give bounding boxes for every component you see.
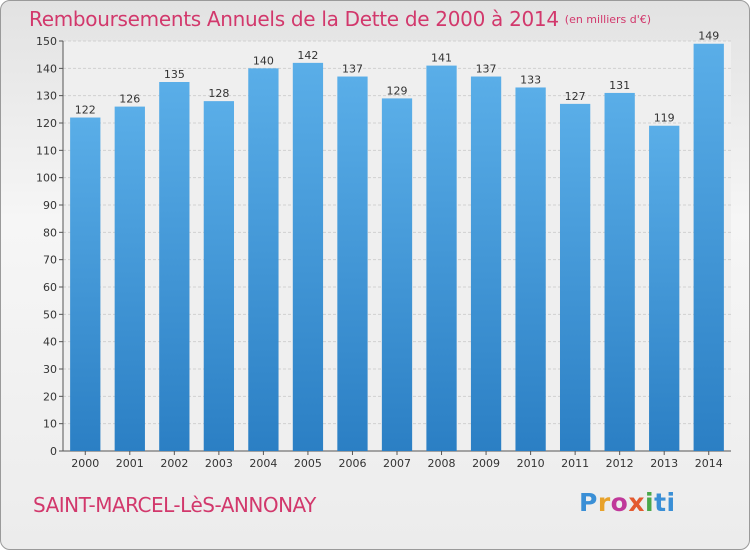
- x-tick-label: 2009: [472, 457, 500, 470]
- x-tick-label: 2002: [160, 457, 188, 470]
- data-label: 141: [431, 52, 452, 65]
- bar: [292, 62, 324, 451]
- y-tick-label: 40: [43, 336, 57, 349]
- y-tick-label: 120: [36, 117, 57, 130]
- y-tick-label: 60: [43, 281, 57, 294]
- x-tick-label: 2006: [338, 457, 366, 470]
- y-tick-label: 100: [36, 172, 57, 185]
- x-tick-label: 2013: [650, 457, 678, 470]
- y-tick-label: 20: [43, 390, 57, 403]
- data-label: 135: [164, 68, 185, 81]
- x-tick-label: 2011: [561, 457, 589, 470]
- bar: [114, 106, 145, 451]
- bar: [70, 117, 101, 452]
- logo-letter: o: [610, 488, 629, 517]
- bar: [649, 125, 680, 451]
- y-tick-label: 80: [43, 226, 57, 239]
- data-label: 127: [565, 90, 586, 103]
- data-label: 129: [387, 84, 408, 97]
- bar: [203, 101, 235, 451]
- data-label: 128: [208, 87, 229, 100]
- logo-letter: P: [579, 488, 598, 517]
- data-label: 149: [698, 30, 719, 43]
- y-tick-label: 130: [36, 90, 57, 103]
- bar: [515, 87, 546, 451]
- data-label: 133: [520, 73, 541, 86]
- title-text: Remboursements Annuels de la Dette de 20…: [29, 7, 559, 31]
- y-tick-label: 150: [36, 35, 57, 48]
- bar: [248, 68, 279, 451]
- data-label: 142: [297, 49, 318, 62]
- data-label: 131: [609, 79, 630, 92]
- y-tick-label: 110: [36, 144, 57, 157]
- town-name: SAINT-MARCEL-LèS-ANNONAY: [33, 493, 316, 517]
- x-tick-label: 2003: [205, 457, 233, 470]
- y-tick-label: 90: [43, 199, 57, 212]
- data-label: 119: [654, 112, 675, 125]
- y-tick-label: 50: [43, 308, 57, 321]
- bar: [559, 103, 591, 451]
- bar: [337, 76, 368, 452]
- bar: [159, 82, 190, 451]
- logo-letter: i: [645, 488, 655, 517]
- y-tick-label: 0: [50, 445, 57, 458]
- x-tick-label: 2001: [116, 457, 144, 470]
- data-label: 122: [75, 104, 96, 117]
- bar: [381, 98, 413, 452]
- data-label: 137: [476, 63, 497, 76]
- x-tick-label: 2014: [695, 457, 723, 470]
- bar: [604, 92, 635, 451]
- y-tick-label: 10: [43, 418, 57, 431]
- x-tick-label: 2007: [383, 457, 411, 470]
- data-label: 137: [342, 63, 363, 76]
- x-tick-label: 2008: [428, 457, 456, 470]
- data-label: 140: [253, 54, 274, 67]
- x-tick-label: 2000: [71, 457, 99, 470]
- bar: [426, 65, 457, 451]
- data-label: 126: [119, 93, 140, 106]
- chart-title: Remboursements Annuels de la Dette de 20…: [29, 7, 651, 31]
- logo-letter: ti: [654, 488, 676, 517]
- logo-letter: r: [597, 488, 611, 517]
- y-tick-label: 140: [36, 62, 57, 75]
- x-tick-label: 2005: [294, 457, 322, 470]
- x-tick-label: 2010: [517, 457, 545, 470]
- x-tick-label: 2012: [606, 457, 634, 470]
- chart-subtitle: (en milliers d'€): [564, 13, 652, 26]
- bar: [693, 43, 724, 451]
- proxiti-logo: Proxiti: [579, 488, 676, 517]
- bar: [470, 76, 502, 452]
- x-tick-label: 2004: [249, 457, 277, 470]
- y-tick-label: 30: [43, 363, 57, 376]
- logo-letter: x: [628, 488, 645, 517]
- y-tick-label: 70: [43, 254, 57, 267]
